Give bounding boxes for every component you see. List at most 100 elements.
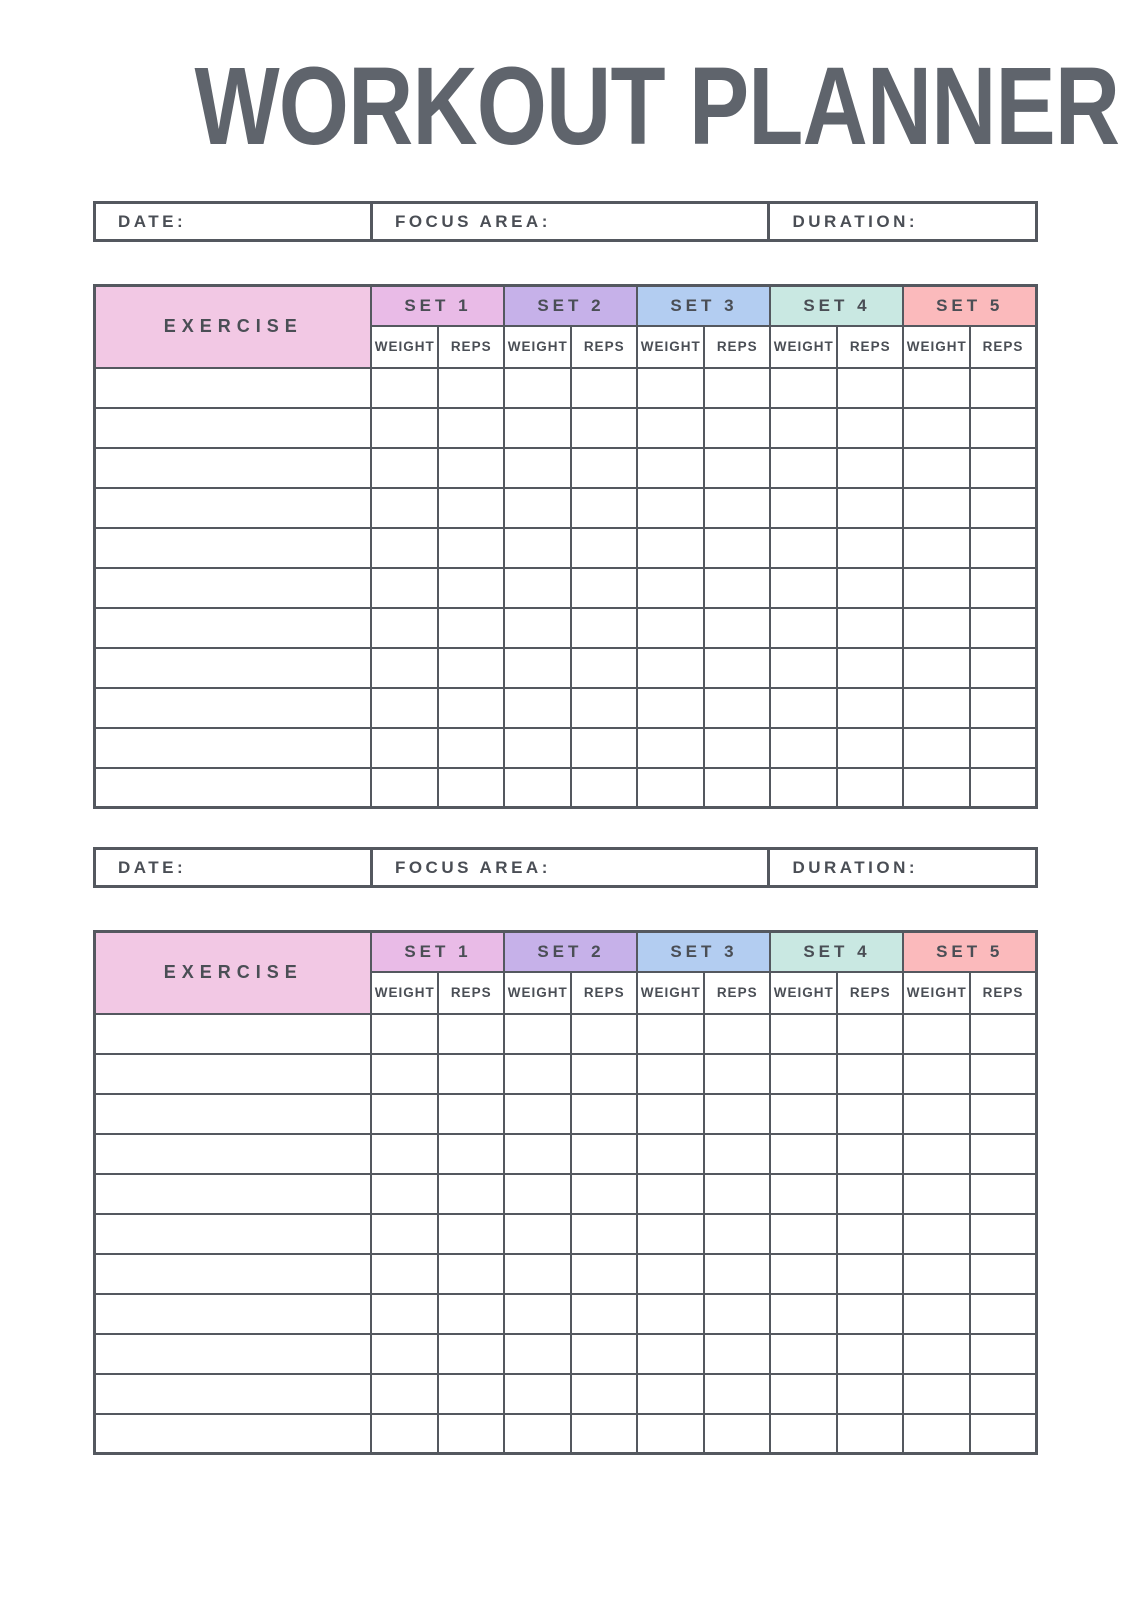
exercise-input-cell[interactable] [93,1372,373,1415]
weight-input-cell[interactable] [370,566,439,609]
reps-input-cell[interactable] [436,1412,506,1455]
exercise-input-cell[interactable] [93,646,373,689]
weight-input-cell[interactable] [902,486,971,529]
weight-input-cell[interactable] [636,726,705,769]
weight-input-cell[interactable] [370,1012,439,1055]
weight-input-cell[interactable] [769,1092,838,1135]
weight-input-cell[interactable] [769,1132,838,1175]
weight-input-cell[interactable] [636,486,705,529]
reps-input-cell[interactable] [569,366,639,409]
weight-input-cell[interactable] [769,686,838,729]
weight-input-cell[interactable] [902,1132,971,1175]
reps-input-cell[interactable] [569,646,639,689]
exercise-input-cell[interactable] [93,446,373,489]
reps-input-cell[interactable] [702,1412,772,1455]
reps-input-cell[interactable] [702,1052,772,1095]
weight-input-cell[interactable] [636,686,705,729]
exercise-input-cell[interactable] [93,1412,373,1455]
exercise-input-cell[interactable] [93,1172,373,1215]
weight-input-cell[interactable] [503,526,572,569]
reps-input-cell[interactable] [968,646,1038,689]
exercise-input-cell[interactable] [93,1212,373,1255]
reps-input-cell[interactable] [835,1092,905,1135]
weight-input-cell[interactable] [769,646,838,689]
weight-input-cell[interactable] [902,726,971,769]
weight-input-cell[interactable] [902,1412,971,1455]
exercise-input-cell[interactable] [93,486,373,529]
weight-input-cell[interactable] [636,606,705,649]
exercise-input-cell[interactable] [93,566,373,609]
weight-input-cell[interactable] [370,1332,439,1375]
reps-input-cell[interactable] [569,1412,639,1455]
reps-input-cell[interactable] [968,1172,1038,1215]
focus-area-field[interactable]: FOCUS AREA: [369,202,769,241]
reps-input-cell[interactable] [569,566,639,609]
weight-input-cell[interactable] [636,446,705,489]
reps-input-cell[interactable] [968,566,1038,609]
weight-input-cell[interactable] [370,686,439,729]
weight-input-cell[interactable] [902,446,971,489]
weight-input-cell[interactable] [902,366,971,409]
weight-input-cell[interactable] [503,646,572,689]
reps-input-cell[interactable] [569,526,639,569]
weight-input-cell[interactable] [503,1012,572,1055]
weight-input-cell[interactable] [769,1292,838,1335]
reps-input-cell[interactable] [835,1212,905,1255]
reps-input-cell[interactable] [436,1372,506,1415]
reps-input-cell[interactable] [835,486,905,529]
reps-input-cell[interactable] [968,1012,1038,1055]
reps-input-cell[interactable] [702,1132,772,1175]
reps-input-cell[interactable] [968,1052,1038,1095]
reps-input-cell[interactable] [968,1372,1038,1415]
weight-input-cell[interactable] [636,1252,705,1295]
reps-input-cell[interactable] [835,1012,905,1055]
reps-input-cell[interactable] [436,1332,506,1375]
exercise-input-cell[interactable] [93,1012,373,1055]
weight-input-cell[interactable] [370,1052,439,1095]
reps-input-cell[interactable] [702,646,772,689]
reps-input-cell[interactable] [835,526,905,569]
weight-input-cell[interactable] [636,1292,705,1335]
reps-input-cell[interactable] [569,766,639,809]
reps-input-cell[interactable] [569,1012,639,1055]
weight-input-cell[interactable] [503,1212,572,1255]
weight-input-cell[interactable] [902,1012,971,1055]
weight-input-cell[interactable] [503,1132,572,1175]
reps-input-cell[interactable] [835,566,905,609]
weight-input-cell[interactable] [636,1092,705,1135]
reps-input-cell[interactable] [835,406,905,449]
weight-input-cell[interactable] [902,766,971,809]
exercise-input-cell[interactable] [93,1052,373,1095]
reps-input-cell[interactable] [835,1052,905,1095]
weight-input-cell[interactable] [636,1412,705,1455]
reps-input-cell[interactable] [968,766,1038,809]
weight-input-cell[interactable] [636,1332,705,1375]
weight-input-cell[interactable] [902,566,971,609]
weight-input-cell[interactable] [636,1132,705,1175]
exercise-input-cell[interactable] [93,1292,373,1335]
weight-input-cell[interactable] [902,1332,971,1375]
weight-input-cell[interactable] [902,1372,971,1415]
reps-input-cell[interactable] [569,486,639,529]
weight-input-cell[interactable] [902,686,971,729]
weight-input-cell[interactable] [503,726,572,769]
reps-input-cell[interactable] [968,726,1038,769]
exercise-input-cell[interactable] [93,726,373,769]
reps-input-cell[interactable] [436,686,506,729]
weight-input-cell[interactable] [902,406,971,449]
weight-input-cell[interactable] [503,686,572,729]
weight-input-cell[interactable] [769,1372,838,1415]
reps-input-cell[interactable] [835,1412,905,1455]
weight-input-cell[interactable] [370,366,439,409]
weight-input-cell[interactable] [370,1372,439,1415]
date-field[interactable]: DATE: [95,203,372,241]
exercise-input-cell[interactable] [93,406,373,449]
reps-input-cell[interactable] [436,566,506,609]
weight-input-cell[interactable] [370,1132,439,1175]
weight-input-cell[interactable] [902,526,971,569]
reps-input-cell[interactable] [702,486,772,529]
weight-input-cell[interactable] [503,366,572,409]
weight-input-cell[interactable] [769,1252,838,1295]
weight-input-cell[interactable] [370,606,439,649]
weight-input-cell[interactable] [769,406,838,449]
